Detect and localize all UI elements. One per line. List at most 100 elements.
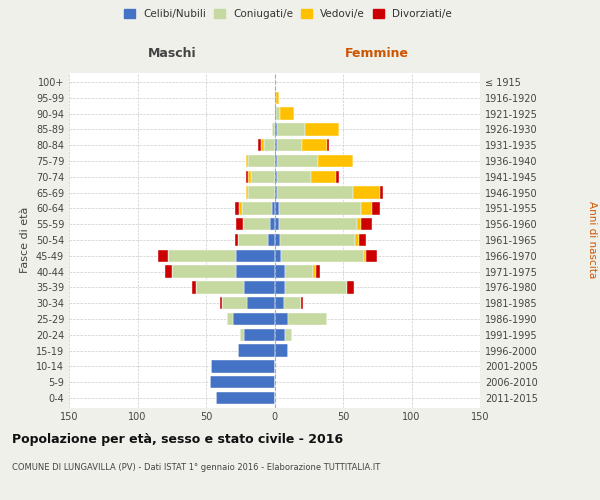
Bar — [244, 281, 275, 293]
Bar — [238, 344, 275, 357]
Bar — [233, 313, 275, 325]
Bar — [268, 234, 275, 246]
Bar — [277, 186, 353, 199]
Bar — [281, 250, 364, 262]
Bar — [347, 281, 354, 293]
Bar — [277, 155, 319, 167]
Bar — [275, 297, 284, 310]
Bar — [284, 297, 301, 310]
Bar — [355, 234, 359, 246]
Legend: Celibi/Nubili, Coniugati/e, Vedovi/e, Divorziati/e: Celibi/Nubili, Coniugati/e, Vedovi/e, Di… — [120, 5, 456, 24]
Text: Anni di nascita: Anni di nascita — [587, 202, 597, 278]
Bar — [353, 186, 380, 199]
Bar — [275, 313, 288, 325]
Bar — [196, 281, 244, 293]
Bar — [275, 218, 278, 230]
Bar — [366, 250, 377, 262]
Bar — [316, 266, 320, 278]
Bar — [277, 123, 305, 136]
Bar — [302, 139, 326, 151]
Bar — [278, 218, 357, 230]
Bar — [275, 170, 277, 183]
Bar — [275, 108, 276, 120]
Bar — [380, 186, 383, 199]
Bar — [272, 202, 275, 214]
Bar — [272, 123, 275, 136]
Bar — [248, 170, 251, 183]
Bar — [271, 218, 275, 230]
Text: Maschi: Maschi — [148, 47, 196, 60]
Bar — [263, 139, 275, 151]
Bar — [275, 328, 286, 341]
Bar — [275, 281, 286, 293]
Bar — [172, 266, 236, 278]
Bar — [280, 108, 293, 120]
Bar — [275, 234, 280, 246]
Bar — [240, 328, 244, 341]
Bar — [288, 313, 326, 325]
Bar — [361, 218, 372, 230]
Bar — [223, 297, 247, 310]
Bar — [261, 139, 263, 151]
Bar — [192, 281, 196, 293]
Bar — [235, 234, 238, 246]
Bar — [220, 297, 223, 310]
Bar — [236, 250, 275, 262]
Bar — [359, 234, 366, 246]
Bar — [372, 202, 380, 214]
Bar — [278, 202, 361, 214]
Bar — [277, 139, 302, 151]
Bar — [301, 297, 303, 310]
Bar — [243, 218, 271, 230]
Bar — [286, 266, 313, 278]
Bar — [319, 155, 353, 167]
Bar — [235, 202, 239, 214]
Bar — [165, 266, 172, 278]
Bar — [248, 155, 275, 167]
Bar — [275, 139, 277, 151]
Bar — [236, 218, 243, 230]
Bar — [158, 250, 167, 262]
Bar — [236, 266, 275, 278]
Bar — [275, 250, 281, 262]
Bar — [275, 155, 277, 167]
Bar — [311, 170, 336, 183]
Y-axis label: Fasce di età: Fasce di età — [20, 207, 30, 273]
Bar — [276, 92, 278, 104]
Bar — [246, 170, 248, 183]
Bar — [275, 186, 277, 199]
Bar — [275, 344, 288, 357]
Bar — [364, 250, 366, 262]
Bar — [275, 123, 277, 136]
Bar — [251, 170, 275, 183]
Bar — [239, 202, 242, 214]
Bar — [167, 250, 236, 262]
Bar — [246, 186, 248, 199]
Bar — [286, 281, 347, 293]
Text: COMUNE DI LUNGAVILLA (PV) - Dati ISTAT 1° gennaio 2016 - Elaborazione TUTTITALIA: COMUNE DI LUNGAVILLA (PV) - Dati ISTAT 1… — [12, 462, 380, 471]
Bar — [313, 266, 316, 278]
Bar — [280, 234, 355, 246]
Bar — [210, 376, 275, 388]
Bar — [211, 360, 275, 372]
Bar — [248, 186, 275, 199]
Bar — [258, 139, 261, 151]
Bar — [215, 392, 275, 404]
Bar — [275, 202, 278, 214]
Bar — [227, 313, 233, 325]
Bar — [246, 155, 248, 167]
Bar — [275, 266, 286, 278]
Bar — [361, 202, 372, 214]
Bar — [356, 218, 361, 230]
Text: Popolazione per età, sesso e stato civile - 2016: Popolazione per età, sesso e stato civil… — [12, 432, 343, 446]
Text: Femmine: Femmine — [345, 47, 409, 60]
Bar — [277, 170, 311, 183]
Bar — [326, 139, 329, 151]
Bar — [305, 123, 339, 136]
Bar — [276, 108, 280, 120]
Bar — [247, 297, 275, 310]
Bar — [336, 170, 339, 183]
Bar — [244, 328, 275, 341]
Bar — [286, 328, 292, 341]
Bar — [238, 234, 268, 246]
